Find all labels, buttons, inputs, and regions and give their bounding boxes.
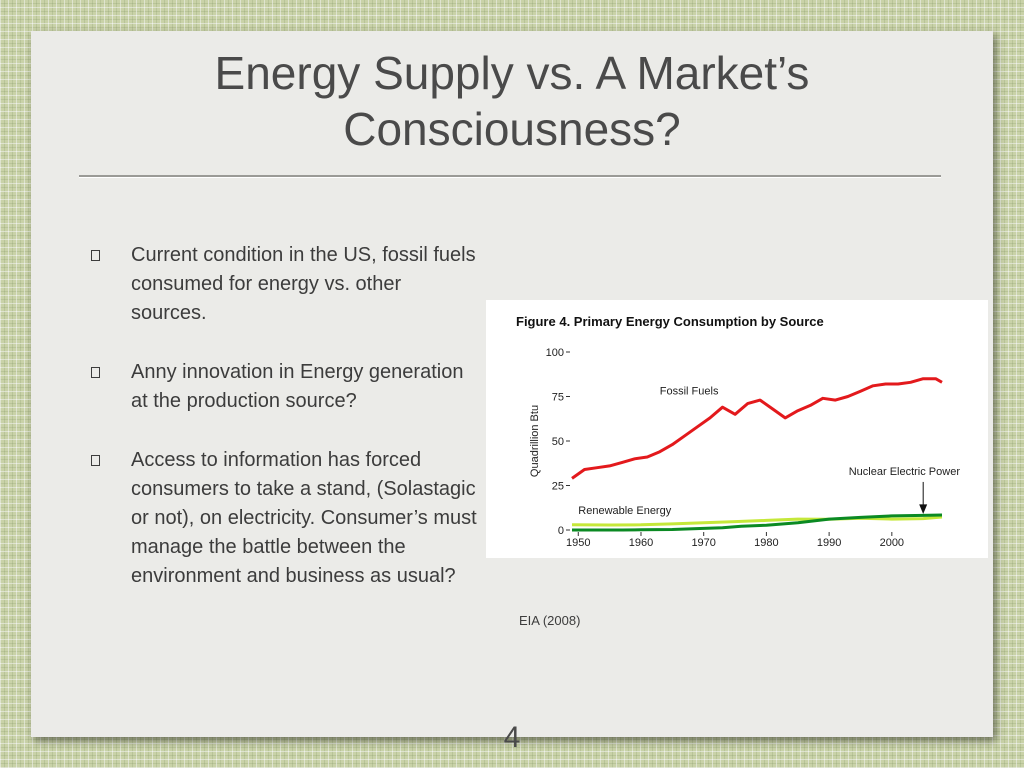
x-tick-label: 1980 xyxy=(754,537,778,549)
annotation-fossil-fuels: Fossil Fuels xyxy=(660,386,719,398)
bullet-item: Current condition in the US, fossil fuel… xyxy=(87,241,477,328)
page-number: 4 xyxy=(503,721,521,754)
energy-chart: Figure 4. Primary Energy Consumption by … xyxy=(486,300,988,558)
bullet-item: Access to information has forced consume… xyxy=(87,446,477,591)
bullet-box-icon xyxy=(91,367,100,378)
y-tick-label: 75 xyxy=(552,392,564,404)
x-tick-label: 2000 xyxy=(880,537,904,549)
slide-title: Energy Supply vs. A Market’s Consciousne… xyxy=(31,45,993,157)
chart-svg: Figure 4. Primary Energy Consumption by … xyxy=(516,314,961,549)
title-line-1: Energy Supply vs. A Market’s xyxy=(214,47,810,99)
chart-title: Figure 4. Primary Energy Consumption by … xyxy=(516,314,824,329)
chart-citation: EIA (2008) xyxy=(519,613,581,628)
y-tick-label: 100 xyxy=(546,347,564,359)
x-tick-label: 1990 xyxy=(817,537,841,549)
series-line-nuclear-electric-power xyxy=(572,513,943,532)
series-line-renewable-energy xyxy=(571,515,943,527)
slide: Energy Supply vs. A Market’s Consciousne… xyxy=(31,31,993,754)
bullet-list: Current condition in the US, fossil fuel… xyxy=(87,241,477,621)
y-tick-label: 50 xyxy=(552,436,564,448)
bullet-box-icon xyxy=(91,455,100,466)
bullet-text: Current condition in the US, fossil fuel… xyxy=(131,244,476,324)
series-line-fossil-fuels xyxy=(571,377,943,480)
x-tick-label: 1950 xyxy=(566,537,590,549)
bullet-text: Anny innovation in Energy generation at … xyxy=(131,361,464,412)
annotation-arrow-head xyxy=(919,504,928,514)
x-tick-label: 1970 xyxy=(691,537,715,549)
title-divider xyxy=(79,175,941,178)
y-tick-label: 0 xyxy=(558,525,564,537)
annotation-renewable: Renewable Energy xyxy=(578,505,671,517)
title-line-2: Consciousness? xyxy=(343,103,681,155)
y-tick-label: 25 xyxy=(552,481,564,493)
bullet-box-icon xyxy=(91,250,100,261)
y-axis-label: Quadrillion Btu xyxy=(529,405,541,477)
bullet-text: Access to information has forced consume… xyxy=(131,449,477,587)
annotation-nuclear: Nuclear Electric Power xyxy=(849,466,961,478)
bullet-item: Anny innovation in Energy generation at … xyxy=(87,358,477,416)
x-tick-label: 1960 xyxy=(629,537,653,549)
